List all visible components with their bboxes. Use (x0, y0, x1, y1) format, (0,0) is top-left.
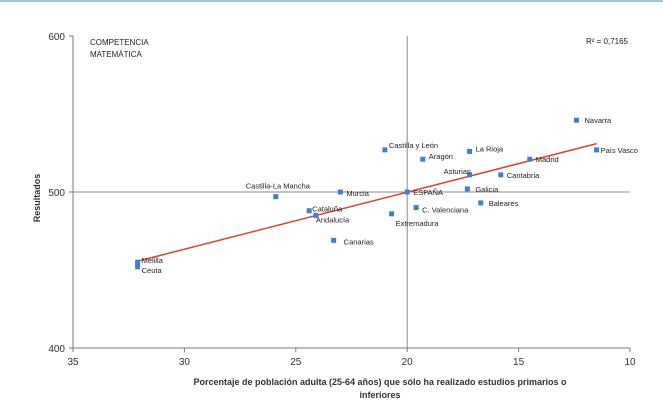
point-label-canarias: Canarias (344, 237, 374, 246)
point-label-espana: ESPAÑA (413, 188, 443, 197)
x-tick-label: 25 (290, 357, 302, 368)
x-tick-label: 20 (402, 357, 414, 368)
point-murcia (337, 189, 343, 195)
point-label-castilla-y-leon: Castilla y León (389, 141, 438, 150)
point-label-andalucia: Andalucía (316, 215, 350, 224)
point-canarias (331, 237, 337, 243)
y-axis-label: Resultados (32, 174, 42, 223)
point-pais-vasco (594, 147, 600, 153)
chart-title-line-2: MATEMÁTICA (90, 50, 143, 59)
point-la-rioja (467, 148, 473, 154)
point-navarra (574, 117, 580, 123)
y-tick-label: 400 (48, 344, 65, 355)
point-label-madrid: Madrid (536, 155, 559, 164)
trendline-layer (139, 142, 597, 262)
y-tick-label: 500 (48, 188, 65, 199)
point-melilla (135, 259, 141, 265)
point-label-aragon: Aragón (429, 152, 453, 161)
point-cantabria (498, 172, 504, 178)
point-label-castilla-la-mancha: Castilla-La Mancha (246, 182, 311, 191)
axes: 35 30 25 20 15 10 400 500 600 (48, 32, 636, 368)
x-axis-label-line-2: inferiores (359, 390, 400, 400)
point-label-cantabria: Cantabria (507, 171, 540, 180)
point-label-ceuta: Ceuta (142, 266, 163, 275)
point-baleares (478, 200, 484, 206)
point-asturias (467, 172, 473, 178)
point-label-baleares: Baleares (489, 199, 519, 208)
point-castilla-la-mancha (273, 194, 279, 200)
point-label-galicia: Galicia (475, 185, 499, 194)
point-aragon (420, 156, 426, 162)
points-layer (135, 117, 600, 270)
point-galicia (464, 186, 470, 192)
point-madrid (527, 156, 533, 162)
r-squared-label: R² = 0,7165 (586, 37, 629, 46)
point-label-pais-vasco: País Vasco (601, 146, 638, 155)
chart-title-line-1: COMPETENCIA (90, 38, 149, 47)
x-tick-label: 15 (513, 357, 525, 368)
point-label-melilla: Melilla (142, 256, 164, 265)
x-axis-label-line-1: Porcentaje de población adulta (25-64 añ… (193, 377, 567, 387)
x-tick-label: 35 (67, 357, 79, 368)
point-c-valenciana (413, 205, 419, 211)
point-label-asturias: Asturias (444, 167, 471, 176)
point-label-murcia: Murcia (346, 189, 369, 198)
point-label-extremadura: Extremadura (396, 219, 440, 228)
top-border (0, 0, 663, 2)
point-label-c-valenciana: C. Valenciana (422, 206, 469, 215)
trendline (139, 142, 597, 262)
point-extremadura (389, 211, 395, 217)
point-label-la-rioja: La Rioja (476, 144, 504, 153)
x-tick-label: 30 (179, 357, 191, 368)
point-ceuta (135, 264, 141, 270)
point-label-navarra: Navarra (585, 116, 613, 125)
point-cataluna (306, 208, 312, 214)
point-andalucia (313, 212, 319, 218)
point-espana (404, 189, 410, 195)
labels-layer: Navarra País Vasco Madrid Cantabria Castilla… (142, 116, 638, 275)
point-castilla-y-leon (382, 147, 388, 153)
point-label-cataluna: Cataluña (312, 205, 343, 214)
x-tick-label: 10 (624, 357, 636, 368)
y-tick-label: 600 (48, 32, 65, 43)
